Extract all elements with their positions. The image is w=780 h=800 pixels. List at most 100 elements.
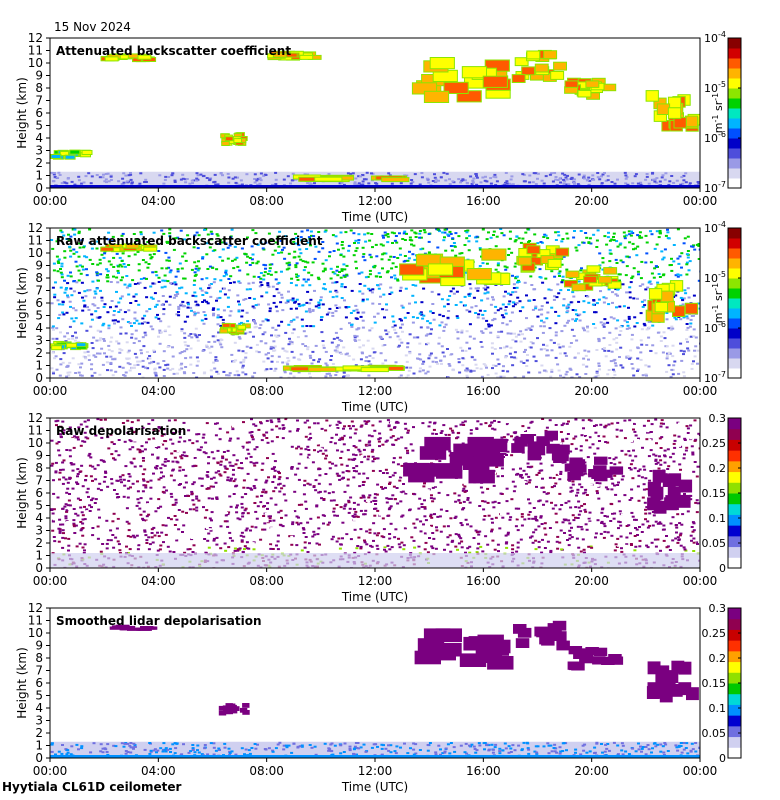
y-tick-label: 1 xyxy=(35,359,43,373)
layer-solid xyxy=(564,456,624,482)
y-tick-label: 12 xyxy=(28,31,43,45)
layer-medium xyxy=(50,340,89,351)
y-tick-label: 1 xyxy=(35,739,43,753)
colorbar: 0 0.05 0.1 0.15 0.2 0.25 0.3 xyxy=(702,602,742,765)
layer-strong xyxy=(100,243,158,253)
y-axis-label: Height (km) xyxy=(15,457,29,528)
y-tick-label: 5 xyxy=(35,309,43,323)
y-tick-label: 3 xyxy=(35,334,43,348)
layer-boundary_layer xyxy=(50,741,700,758)
y-tick-label: 12 xyxy=(28,601,43,615)
x-tick-label: 12:00 xyxy=(358,194,393,208)
layer-strong xyxy=(219,322,251,336)
x-tick-label: 12:00 xyxy=(358,384,393,398)
layer-strong xyxy=(645,280,699,323)
layer-noise xyxy=(50,228,700,378)
colorbar-tick-label: 0.05 xyxy=(702,727,727,740)
y-tick-label: 8 xyxy=(35,461,43,475)
x-axis-label: Time (UTC) xyxy=(341,400,408,414)
date-label: 15 Nov 2024 xyxy=(54,20,131,34)
colorbar-tick-label: 10-5 xyxy=(704,80,726,95)
y-tick-label: 3 xyxy=(35,524,43,538)
colorbar-tick-label: 10-5 xyxy=(704,270,726,285)
colorbar-tick-label: 0.2 xyxy=(709,652,727,665)
x-tick-label: 20:00 xyxy=(574,764,609,778)
y-tick-label: 7 xyxy=(35,664,43,678)
y-tick-label: 6 xyxy=(35,296,43,310)
plot-area xyxy=(50,418,700,568)
x-tick-label: 04:00 xyxy=(141,574,176,588)
y-tick-label: 2 xyxy=(35,726,43,740)
colorbar-tick-label: 0.15 xyxy=(702,677,727,690)
y-tick-label: 5 xyxy=(35,499,43,513)
x-tick-label: 00:00 xyxy=(683,764,718,778)
layer-strong xyxy=(645,90,700,132)
colorbar: 10-710-610-510-4m-1 sr-1 xyxy=(704,30,742,195)
y-tick-label: 2 xyxy=(35,156,43,170)
layer-solid xyxy=(567,646,624,671)
layer-strong xyxy=(564,77,617,100)
colorbar-tick-label: 0.3 xyxy=(709,602,727,615)
y-axis-label: Height (km) xyxy=(15,267,29,338)
layer-boundary_layer xyxy=(50,171,700,188)
y-tick-label: 12 xyxy=(28,411,43,425)
y-tick-label: 9 xyxy=(35,449,43,463)
y-tick-label: 0 xyxy=(35,181,43,195)
layer-strong xyxy=(100,53,157,63)
x-tick-label: 16:00 xyxy=(466,574,501,588)
y-tick-label: 6 xyxy=(35,486,43,500)
colorbar-tick-label: 0.1 xyxy=(709,702,727,715)
y-tick-label: 8 xyxy=(35,271,43,285)
y-axis-label: Height (km) xyxy=(15,77,29,148)
colorbar-unit: m-1 sr-1 xyxy=(711,283,725,323)
data-layer xyxy=(50,49,700,188)
data-layer xyxy=(50,228,700,378)
y-tick-label: 6 xyxy=(35,106,43,120)
x-tick-label: 00:00 xyxy=(683,574,718,588)
y-tick-label: 4 xyxy=(35,321,43,335)
x-tick-label: 00:00 xyxy=(33,574,68,588)
colorbar: 0 0.05 0.1 0.15 0.2 0.25 0.3 xyxy=(702,412,742,575)
data-layer xyxy=(50,418,700,568)
y-tick-label: 5 xyxy=(35,119,43,133)
x-tick-label: 04:00 xyxy=(141,194,176,208)
y-tick-label: 7 xyxy=(35,94,43,108)
layer-strong xyxy=(220,132,248,146)
x-tick-label: 16:00 xyxy=(466,764,501,778)
y-tick-label: 8 xyxy=(35,651,43,665)
layer-strong xyxy=(292,174,410,183)
y-tick-label: 10 xyxy=(28,246,43,260)
y-tick-label: 1 xyxy=(35,169,43,183)
plot-area xyxy=(50,38,700,188)
x-tick-label: 12:00 xyxy=(358,764,393,778)
y-tick-label: 2 xyxy=(35,346,43,360)
colorbar-tick-label: 0 xyxy=(719,752,726,765)
x-tick-label: 08:00 xyxy=(249,574,284,588)
y-tick-label: 10 xyxy=(28,56,43,70)
y-tick-label: 8 xyxy=(35,81,43,95)
x-tick-label: 20:00 xyxy=(574,574,609,588)
y-tick-label: 0 xyxy=(35,371,43,385)
y-tick-label: 5 xyxy=(35,689,43,703)
layer-strong xyxy=(411,57,511,103)
plot-area xyxy=(50,608,700,758)
layer-solid xyxy=(646,660,699,703)
y-tick-label: 7 xyxy=(35,474,43,488)
x-tick-label: 00:00 xyxy=(33,194,68,208)
layer-strong xyxy=(282,364,405,373)
y-tick-label: 1 xyxy=(35,549,43,563)
colorbar-tick-label: 0.1 xyxy=(709,512,727,525)
y-tick-label: 4 xyxy=(35,701,43,715)
colorbar-tick-label: 0.15 xyxy=(702,487,727,500)
y-tick-label: 4 xyxy=(35,511,43,525)
y-axis-label: Height (km) xyxy=(15,647,29,718)
site-label: Hyytiala CL61D ceilometer xyxy=(2,780,182,794)
x-tick-label: 04:00 xyxy=(141,384,176,398)
x-axis-label: Time (UTC) xyxy=(341,780,408,794)
y-tick-label: 9 xyxy=(35,639,43,653)
x-tick-label: 08:00 xyxy=(249,764,284,778)
